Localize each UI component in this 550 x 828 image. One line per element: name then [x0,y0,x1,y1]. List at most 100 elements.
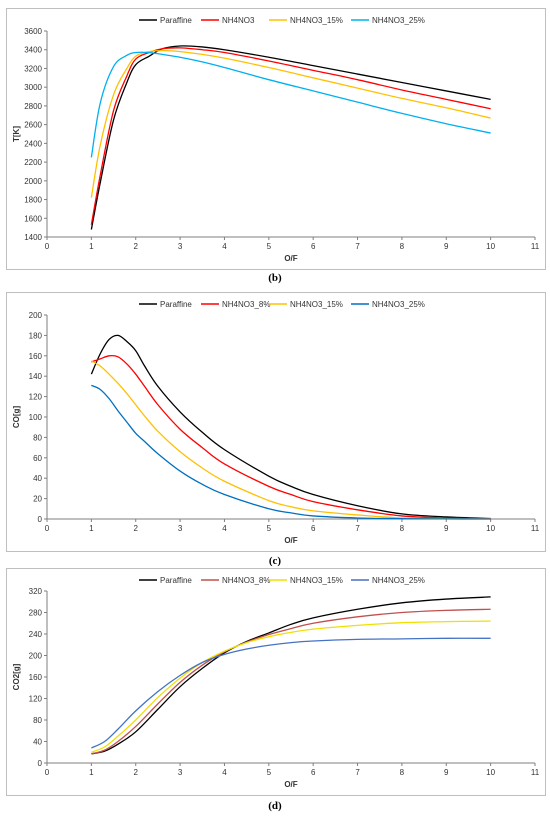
chart-svg-temperature: 1400 1600 1800 2000 2200 2400 2600 2800 3000 3200… [12,16,540,263]
y-tick-label: 1800 [24,196,42,205]
series-line [91,596,491,755]
y-tick-label: 240 [29,630,43,639]
y-tick-label: 20 [33,495,42,504]
y-tick-label: 2800 [24,102,42,111]
y-tick-label: 200 [29,311,43,320]
x-axis-title: O/F [284,254,297,263]
series-line [91,608,491,755]
x-tick-label: 0 [45,242,50,251]
x-tick-label: 8 [400,242,405,251]
x-tick-label: 8 [400,768,405,777]
x-tick-label: 9 [444,242,449,251]
x-tick-label: 5 [267,524,272,533]
x-tick-label: 7 [355,242,360,251]
y-tick-label: 1400 [24,233,42,242]
x-tick-label: 6 [311,768,316,777]
series-line [91,360,491,520]
x-tick-label: 11 [531,242,540,251]
legend-label: Paraffine [160,16,192,25]
x-tick-label: 11 [531,768,540,777]
x-tick-label: 5 [267,768,272,777]
y-tick-label: 3200 [24,64,42,73]
series-line [91,384,491,520]
chart-panel-co2: 0 40 80 120 160 200 240 280 320 0 1 2 3 4 5 6 7 8 9 10 11 O/F… [6,568,546,796]
chart-svg-co2: 0 40 80 120 160 200 240 280 320 0 1 2 3 4 5 6 7 8 9 10 11 O/F… [12,576,540,789]
y-tick-label: 3400 [24,46,42,55]
legend-label: NH4NO3_8% [222,300,270,309]
y-axis-title: CO[g] [12,406,21,429]
y-tick-label: 0 [38,759,43,768]
chart-panel-temperature: 1400 1600 1800 2000 2200 2400 2600 2800 3000 3200… [6,8,546,270]
x-tick-label: 2 [134,768,139,777]
y-tick-label: 200 [29,652,43,661]
y-tick-label: 100 [29,413,43,422]
series-line [91,620,491,753]
x-tick-label: 6 [311,242,316,251]
x-tick-label: 1 [89,768,94,777]
y-tick-label: 40 [33,738,42,747]
series-line [90,47,491,225]
chart-svg-co: 0 20 40 60 80 100 120 140 160 180 200 0 1 2 3 4 5 6 7 8 9 10 1… [12,300,540,545]
y-tick-label: 3000 [24,83,42,92]
x-tick-label: 7 [355,768,360,777]
series-line [90,51,491,158]
x-tick-label: 9 [444,524,449,533]
y-tick-label: 1600 [24,214,42,223]
x-tick-label: 10 [486,242,495,251]
legend-label: NH4NO3_25% [372,16,425,25]
legend-label: NH4NO3_8% [222,576,270,585]
y-tick-label: 120 [29,393,43,402]
x-tick-label: 1 [89,242,94,251]
x-tick-label: 1 [89,524,94,533]
legend-label: NH4NO3_25% [372,576,425,585]
y-tick-label: 120 [29,695,43,704]
chart-panel-co: 0 20 40 60 80 100 120 140 160 180 200 0 1 2 3 4 5 6 7 8 9 10 1… [6,292,546,552]
x-tick-label: 0 [45,524,50,533]
legend-label: NH4NO3_15% [290,300,343,309]
series-line [90,45,491,230]
y-tick-label: 140 [29,372,43,381]
x-tick-label: 3 [178,242,183,251]
x-axis-title: O/F [284,780,297,789]
x-tick-label: 9 [444,768,449,777]
y-tick-label: 280 [29,609,43,618]
y-axis-title: CO2[g] [12,663,21,690]
y-axis-title: T[K] [12,126,21,142]
y-tick-label: 80 [33,716,42,725]
y-tick-label: 320 [29,587,43,596]
x-tick-label: 3 [178,768,183,777]
y-tick-label: 2000 [24,177,42,186]
legend-label: NH4NO3 [222,16,255,25]
y-tick-label: 180 [29,331,43,340]
x-axis-title: O/F [284,536,297,545]
caption-co2: (d) [268,800,282,812]
series-line [90,50,491,198]
y-tick-label: 3600 [24,27,42,36]
x-tick-label: 11 [531,524,540,533]
legend-label: NH4NO3_15% [290,576,343,585]
series-line [91,637,491,749]
x-tick-label: 4 [222,524,227,533]
legend-label: NH4NO3_25% [372,300,425,309]
x-tick-label: 6 [311,524,316,533]
series-line [91,354,491,520]
x-tick-label: 2 [134,524,139,533]
legend-label: Paraffine [160,576,192,585]
x-tick-label: 5 [267,242,272,251]
y-tick-label: 2400 [24,139,42,148]
y-tick-label: 2600 [24,121,42,130]
caption-temperature: (b) [268,272,282,284]
legend-label: Paraffine [160,300,192,309]
y-tick-label: 160 [29,352,43,361]
y-tick-label: 40 [33,474,42,483]
y-tick-label: 0 [38,515,43,524]
series-line [90,334,491,520]
legend-label: NH4NO3_15% [290,16,343,25]
x-tick-label: 4 [222,242,227,251]
x-tick-label: 10 [486,768,495,777]
x-tick-label: 2 [134,242,139,251]
x-tick-label: 8 [400,524,405,533]
x-tick-label: 7 [355,524,360,533]
x-tick-label: 3 [178,524,183,533]
caption-co: (c) [268,555,282,567]
